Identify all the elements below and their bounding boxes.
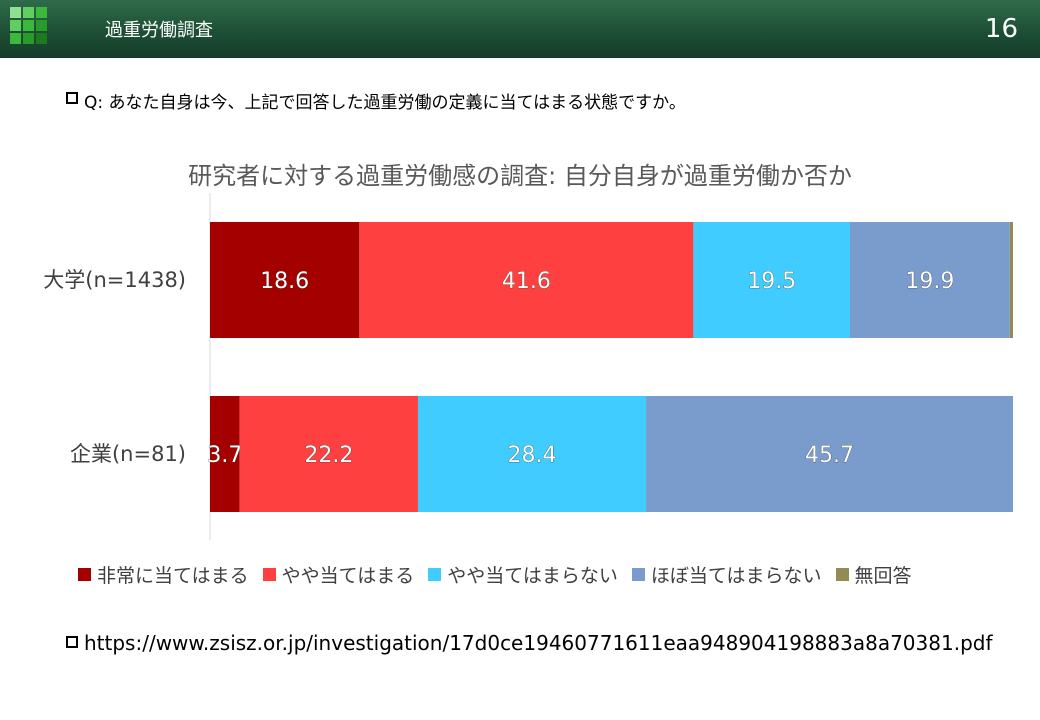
slide-header: 過重労働調査 16 xyxy=(0,0,1040,58)
data-label: 22.2 xyxy=(304,443,353,468)
legend-swatch xyxy=(631,568,645,581)
legend-swatch xyxy=(428,568,442,581)
question-text: Q: あなた自身は今、上記で回答した過重労働の定義に当てはまる状態ですか。 xyxy=(84,93,686,113)
legend-item: やや当てはまる xyxy=(262,561,415,588)
source-link[interactable]: https://www.zsisz.or.jp/investigation/17… xyxy=(84,631,993,655)
bar-segment xyxy=(359,222,694,338)
legend-label: やや当てはまらない xyxy=(447,565,618,587)
bullet-square-icon xyxy=(66,92,78,104)
legend-label: ほぼ当てはまらない xyxy=(650,565,822,587)
bar-segment xyxy=(239,396,418,512)
chart-title: 研究者に対する過重労働感の調査: 自分自身が過重労働か否か xyxy=(188,162,852,190)
green-grid-logo-icon xyxy=(10,7,48,45)
bar-segment xyxy=(210,396,240,512)
data-label: 19.5 xyxy=(747,269,796,294)
legend-item: 無回答 xyxy=(835,561,912,588)
legend-label: 無回答 xyxy=(854,565,912,587)
category-label: 大学(n=1438) xyxy=(43,268,186,292)
data-label: 41.6 xyxy=(502,269,551,294)
legend-item: やや当てはまらない xyxy=(428,561,618,588)
legend-label: やや当てはまる xyxy=(281,565,415,587)
page-number: 16 xyxy=(984,14,1018,44)
legend-item: ほぼ当てはまらない xyxy=(631,561,822,588)
legend-swatch xyxy=(262,568,276,581)
chart-legend: 非常に当てはまる やや当てはまる やや当てはまらない ほぼ当てはまらない 無回答 xyxy=(78,561,926,588)
bar-segment xyxy=(210,222,360,338)
data-label: 3.7 xyxy=(207,443,242,468)
bar-segment xyxy=(417,396,647,512)
data-label: 19.9 xyxy=(905,269,954,294)
bar-segment xyxy=(849,222,1010,338)
legend-swatch xyxy=(78,568,91,581)
bar-segment xyxy=(693,222,850,338)
data-label: 18.6 xyxy=(260,269,309,294)
data-label: 28.4 xyxy=(508,443,557,468)
bar-segment xyxy=(646,396,1013,512)
data-label: 45.7 xyxy=(805,443,854,468)
legend-label: 非常に当てはまる xyxy=(97,565,249,587)
bullet-square-icon xyxy=(66,636,78,648)
legend-swatch xyxy=(835,568,849,581)
category-label: 企業(n=81) xyxy=(70,442,186,466)
legend-item: 非常に当てはまる xyxy=(78,561,249,588)
bar-segment xyxy=(1009,222,1013,338)
header-title: 過重労働調査 xyxy=(105,20,213,41)
